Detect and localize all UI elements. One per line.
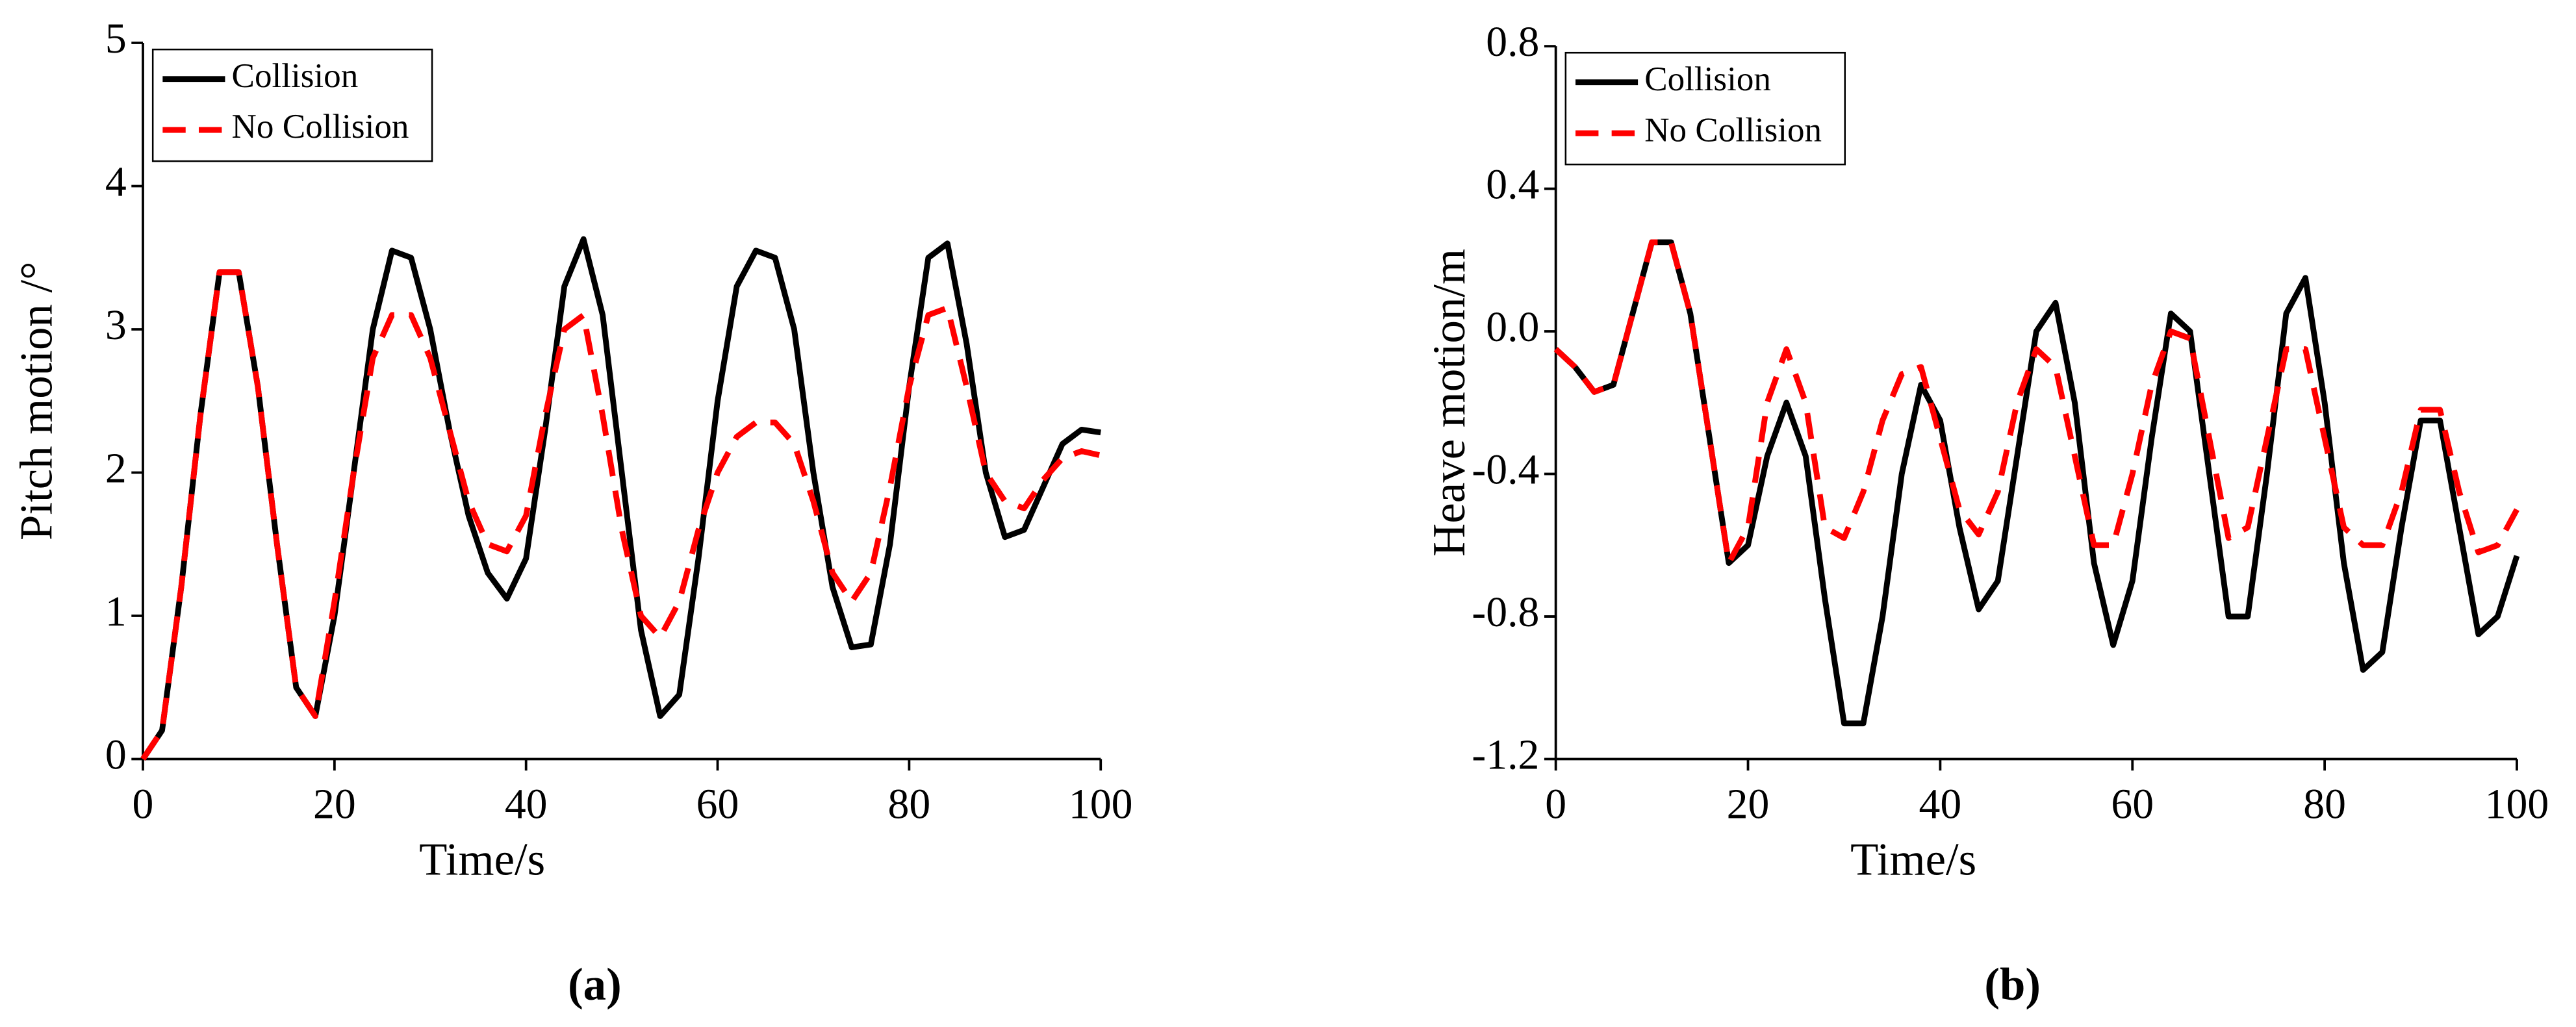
legend-label: Collision: [232, 57, 359, 95]
x-axis-title: Time/s: [419, 835, 545, 885]
x-tick-label: 40: [505, 780, 548, 828]
panel-caption: (b): [1984, 959, 2041, 1010]
y-tick-label: 0.4: [1486, 161, 1539, 209]
x-tick-label: 80: [888, 780, 931, 828]
legend-box: [151, 48, 433, 162]
x-tick-label: 100: [2485, 780, 2549, 828]
legend-label: No Collision: [1644, 111, 1822, 149]
y-tick-label: 4: [105, 158, 127, 206]
legend-label: No Collision: [232, 108, 409, 146]
y-tick-label: 5: [105, 15, 127, 62]
y-tick-label: 1: [105, 588, 127, 635]
panel-caption: (a): [568, 959, 622, 1010]
y-tick-label: -0.4: [1472, 446, 1539, 494]
x-tick-label: 20: [313, 780, 356, 828]
y-tick-label: 0.8: [1486, 18, 1539, 66]
x-tick-label: 60: [2111, 780, 2154, 828]
x-tick-label: 100: [1069, 780, 1133, 828]
series-line: [1553, 239, 2520, 727]
x-tick-label: 80: [2303, 780, 2346, 828]
legend-label: Collision: [1644, 60, 1771, 98]
y-tick-label: -0.8: [1472, 589, 1539, 636]
series-line: [140, 236, 1101, 761]
x-tick-label: 40: [1919, 780, 1962, 828]
y-tick-label: 3: [105, 301, 127, 349]
series-line: [1553, 239, 2519, 566]
y-tick-label: 2: [105, 445, 127, 492]
y-tick-label: -1.2: [1472, 731, 1539, 779]
y-tick-label: 0: [105, 731, 127, 779]
x-tick-label: 60: [696, 780, 739, 828]
y-tick-label: 0.0: [1486, 303, 1539, 351]
y-axis-title: Heave motion/m: [1424, 249, 1475, 557]
x-tick-label: 20: [1727, 780, 1770, 828]
series-line: [140, 269, 1102, 761]
x-axis-title: Time/s: [1850, 835, 1976, 885]
legend-box: [1564, 51, 1846, 166]
x-tick-label: 0: [1545, 780, 1566, 828]
x-tick-label: 0: [133, 780, 154, 828]
y-axis-title: Pitch motion /°: [11, 262, 62, 541]
